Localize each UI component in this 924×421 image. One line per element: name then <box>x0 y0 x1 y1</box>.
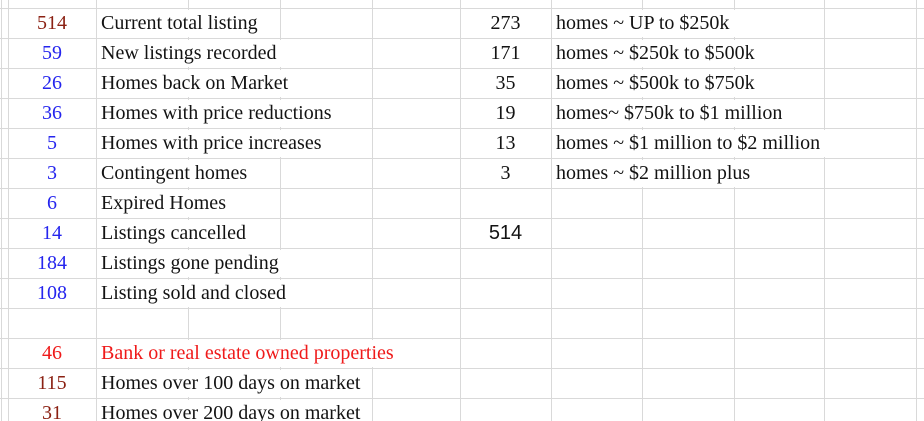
count-cell[interactable]: 115 <box>37 372 67 394</box>
label-cell[interactable]: Homes with price reductions <box>101 100 339 127</box>
gridline-vertical <box>460 0 461 421</box>
gridline-horizontal <box>0 308 924 309</box>
count-cell[interactable]: 184 <box>37 252 67 274</box>
count-cell[interactable]: 5 <box>47 132 57 154</box>
count-cell[interactable]: 19 <box>495 102 516 124</box>
label-cell[interactable]: Homes over 200 days on market <box>101 400 368 421</box>
gridline-horizontal <box>0 158 924 159</box>
count-cell[interactable]: 3 <box>500 162 511 184</box>
label-cell[interactable]: homes ~ $2 million plus <box>556 160 758 187</box>
gridline-vertical <box>280 0 281 421</box>
gridline-horizontal <box>0 398 924 399</box>
label-cell[interactable]: Listings gone pending <box>101 250 286 277</box>
gridline-horizontal <box>0 98 924 99</box>
label-cell[interactable]: homes~ $750k to $1 million <box>556 100 790 127</box>
count-cell[interactable]: 3 <box>47 162 57 184</box>
label-cell[interactable]: homes ~ UP to $250k <box>556 10 737 37</box>
gridline-horizontal <box>0 68 924 69</box>
gridline-vertical <box>372 0 373 421</box>
gridline-horizontal <box>0 278 924 279</box>
gridline-vertical <box>734 0 735 421</box>
label-cell[interactable]: Homes back on Market <box>101 70 296 97</box>
label-cell[interactable]: homes ~ $1 million to $2 million <box>556 130 828 157</box>
count-cell[interactable]: 6 <box>47 192 57 214</box>
label-cell[interactable]: Homes with price increases <box>101 130 329 157</box>
label-cell[interactable]: homes ~ $250k to $500k <box>556 40 762 67</box>
count-cell[interactable]: 59 <box>42 42 62 64</box>
label-cell[interactable]: Listings cancelled <box>101 220 253 247</box>
label-cell[interactable]: Contingent homes <box>101 160 255 187</box>
gridline-vertical <box>96 0 97 421</box>
gridline-horizontal <box>0 218 924 219</box>
gridline-horizontal <box>0 338 924 339</box>
count-cell[interactable]: 31 <box>42 402 62 421</box>
label-cell[interactable]: Bank or real estate owned properties <box>101 340 401 367</box>
gridline-horizontal <box>0 38 924 39</box>
count-cell[interactable]: 273 <box>490 12 521 34</box>
count-cell[interactable]: 171 <box>490 42 521 64</box>
gridline-horizontal <box>0 248 924 249</box>
label-cell[interactable]: Homes over 100 days on market <box>101 370 368 397</box>
gridline-vertical <box>551 0 552 421</box>
label-cell[interactable]: New listings recorded <box>101 40 284 67</box>
gridline-vertical <box>642 0 643 421</box>
count-cell[interactable]: 14 <box>42 222 62 244</box>
count-cell[interactable]: 46 <box>42 342 62 364</box>
gridline-horizontal <box>0 128 924 129</box>
label-cell[interactable]: Current total listing <box>101 10 265 37</box>
gridline-horizontal <box>0 188 924 189</box>
count-cell[interactable]: 35 <box>495 72 516 94</box>
label-cell[interactable]: Listing sold and closed <box>101 280 293 307</box>
count-cell[interactable]: 13 <box>495 132 516 154</box>
gridline-horizontal <box>0 368 924 369</box>
count-cell[interactable]: 26 <box>42 72 62 94</box>
label-cell[interactable]: homes ~ $500k to $750k <box>556 70 762 97</box>
count-cell[interactable]: 514 <box>37 12 67 34</box>
gridline-vertical <box>824 0 825 421</box>
gridline-vertical <box>8 0 9 421</box>
gridline-horizontal <box>0 8 924 9</box>
gridline-vertical <box>1 0 2 421</box>
count-cell[interactable]: 514 <box>488 222 523 244</box>
count-cell[interactable]: 108 <box>37 282 67 304</box>
count-cell[interactable]: 36 <box>42 102 62 124</box>
gridline-vertical <box>916 0 917 421</box>
label-cell[interactable]: Expired Homes <box>101 190 233 217</box>
